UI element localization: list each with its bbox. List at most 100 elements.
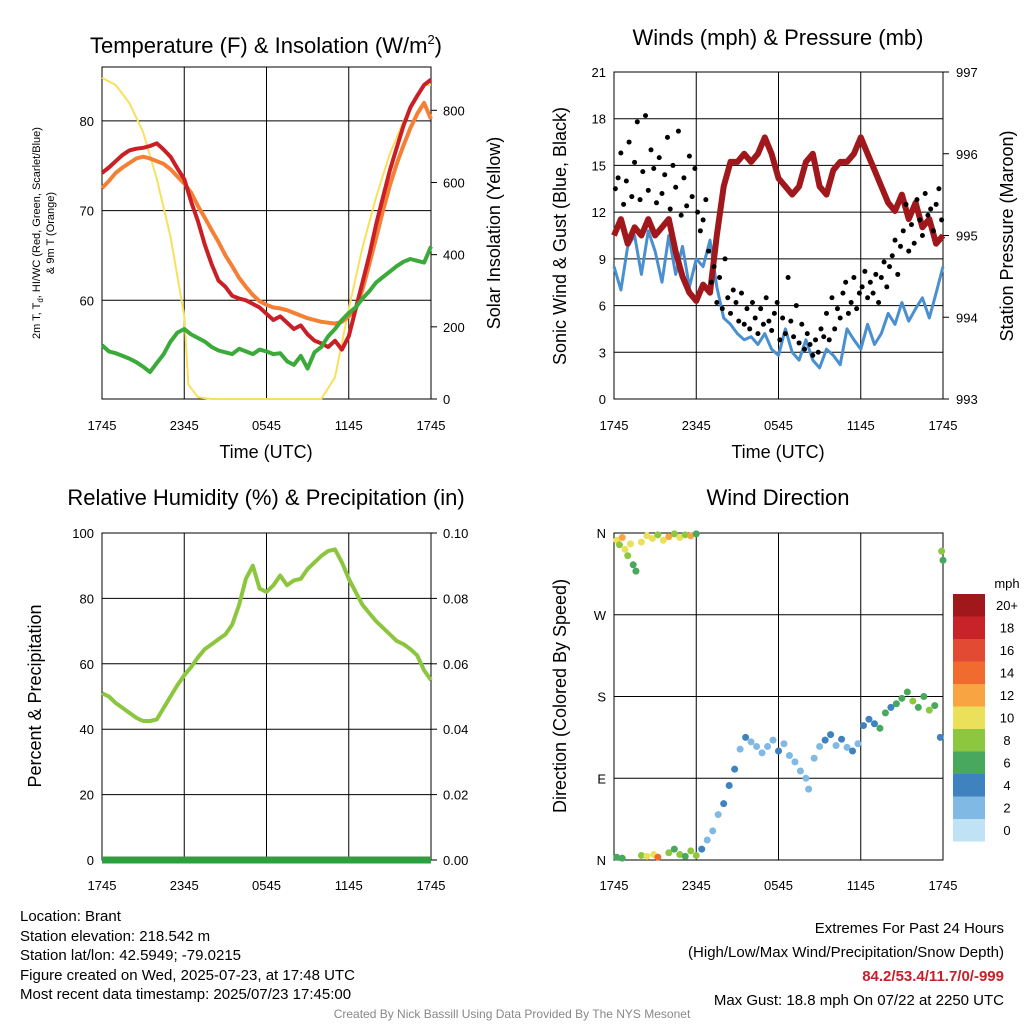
colorbar-level: 20+ xyxy=(996,598,1018,613)
p2-y2tick: 996 xyxy=(956,147,978,162)
gust-point xyxy=(774,299,780,305)
colorbar-level: 0 xyxy=(1003,823,1010,838)
station-elevation: Station elevation: 218.542 m xyxy=(20,927,211,945)
p1-ytick: 60 xyxy=(80,293,94,308)
colorbar-swatch xyxy=(953,706,985,729)
p2-ytick: 0 xyxy=(599,392,606,407)
winds-xlabel: Time (UTC) xyxy=(731,442,824,462)
direction-point xyxy=(681,852,689,860)
gust-point xyxy=(648,147,654,153)
p1-xtick: 1745 xyxy=(88,418,117,433)
gust-point xyxy=(771,310,777,316)
direction-point xyxy=(676,851,684,859)
direction-point xyxy=(687,532,695,540)
direction-point xyxy=(925,706,933,714)
gust-point xyxy=(744,306,750,312)
p3-ytick: 80 xyxy=(80,591,94,606)
gust-point xyxy=(813,337,819,343)
gust-point xyxy=(766,318,772,324)
gust-point xyxy=(651,166,657,172)
direction-point xyxy=(731,765,739,773)
gust-point xyxy=(697,228,703,234)
temperature-title: Temperature (F) & Insolation (W/m2) xyxy=(90,32,442,58)
p3-xtick: 0545 xyxy=(252,878,281,893)
winds-ylabel: Sonic Wind & Gust (Blue, Black) xyxy=(550,107,570,365)
direction-point xyxy=(936,733,944,741)
humidity-ylabel: Percent & Precipitation xyxy=(25,604,45,787)
winds-title: Winds (mph) & Pressure (mb) xyxy=(633,25,924,50)
recent-timestamp: Most recent data timestamp: 2025/07/23 1… xyxy=(20,986,352,1003)
gust-point xyxy=(664,134,670,140)
p3-xtick: 2345 xyxy=(170,878,199,893)
humidity-title: Relative Humidity (%) & Precipitation (i… xyxy=(67,485,464,510)
p2-ytick: 15 xyxy=(592,158,606,173)
p4-ytick: N xyxy=(597,853,606,868)
gust-point xyxy=(728,310,734,316)
temperature-ylabel-line2: & 9m T (Orange) xyxy=(45,192,57,274)
direction-point xyxy=(670,530,678,538)
gust-point xyxy=(708,279,714,285)
colorbar-level: 2 xyxy=(1003,801,1010,816)
gust-point xyxy=(837,315,843,321)
gust-point xyxy=(925,212,931,218)
station-location: Location: Brant xyxy=(20,908,121,925)
p2-y2tick: 993 xyxy=(956,392,978,407)
wind-line xyxy=(612,229,945,370)
gust-point xyxy=(738,290,744,296)
direction-point xyxy=(714,811,722,819)
gust-point xyxy=(878,275,884,281)
gust-point xyxy=(667,206,673,212)
colorbar-swatch xyxy=(953,639,985,662)
direction-point xyxy=(629,561,637,569)
gust-point xyxy=(843,279,849,285)
gust-point xyxy=(695,209,701,215)
p1-xtick: 0545 xyxy=(252,418,281,433)
winds-y2label: Station Pressure (Maroon) xyxy=(997,130,1017,341)
p2-y2tick: 994 xyxy=(956,310,978,325)
direction-point xyxy=(780,740,788,748)
direction-point xyxy=(632,567,640,575)
p2-xtick: 0545 xyxy=(764,418,793,433)
gust-point xyxy=(859,284,865,290)
station-latlon: Station lat/lon: 42.5949; -79.0215 xyxy=(20,947,242,964)
p1-y2tick: 800 xyxy=(443,103,465,118)
p3-y2tick: 0.04 xyxy=(443,722,468,737)
direction-point xyxy=(692,530,700,538)
gust-point xyxy=(706,248,712,254)
direction-point xyxy=(859,722,867,730)
gust-point xyxy=(823,310,829,316)
gust-point xyxy=(826,337,832,343)
gust-point xyxy=(898,243,904,249)
gust-point xyxy=(752,315,758,321)
gust-point xyxy=(782,331,788,337)
direction-point xyxy=(621,545,629,553)
figure-created: Figure created on Wed, 2025-07-23, at 17… xyxy=(20,966,355,984)
direction-point xyxy=(615,541,623,549)
p3-xtick: 1745 xyxy=(88,878,117,893)
gust-point xyxy=(933,201,939,207)
direction-point xyxy=(654,853,662,861)
chart-marks: 1745 2345 0545 1145 1745 1745 2345 0545 1145 1745… xyxy=(72,65,1018,893)
colorbar-swatch xyxy=(953,751,985,774)
direction-point xyxy=(775,747,782,755)
p3-y2tick: 0.10 xyxy=(443,526,468,541)
gust-point xyxy=(612,186,618,192)
gust-point xyxy=(867,279,873,285)
direction-point xyxy=(887,703,895,711)
colorbar-level: 10 xyxy=(1000,711,1014,726)
p4-ytick: S xyxy=(597,690,606,705)
direction-point xyxy=(624,552,632,560)
credit-line: Created By Nick Bassill Using Data Provi… xyxy=(333,1007,691,1021)
gust-point xyxy=(903,201,909,207)
temperature-series-2 xyxy=(100,78,433,352)
direction-point xyxy=(637,538,645,546)
p3-ytick: 20 xyxy=(80,788,94,803)
colorbar-swatch xyxy=(953,594,985,617)
gust-point xyxy=(769,327,775,333)
p3-y2tick: 0.06 xyxy=(443,657,468,672)
gust-point xyxy=(791,334,797,340)
colorbar-swatch xyxy=(953,774,985,797)
gust-point xyxy=(673,184,679,190)
p4-xtick: 2345 xyxy=(682,878,711,893)
gust-point xyxy=(821,334,827,340)
